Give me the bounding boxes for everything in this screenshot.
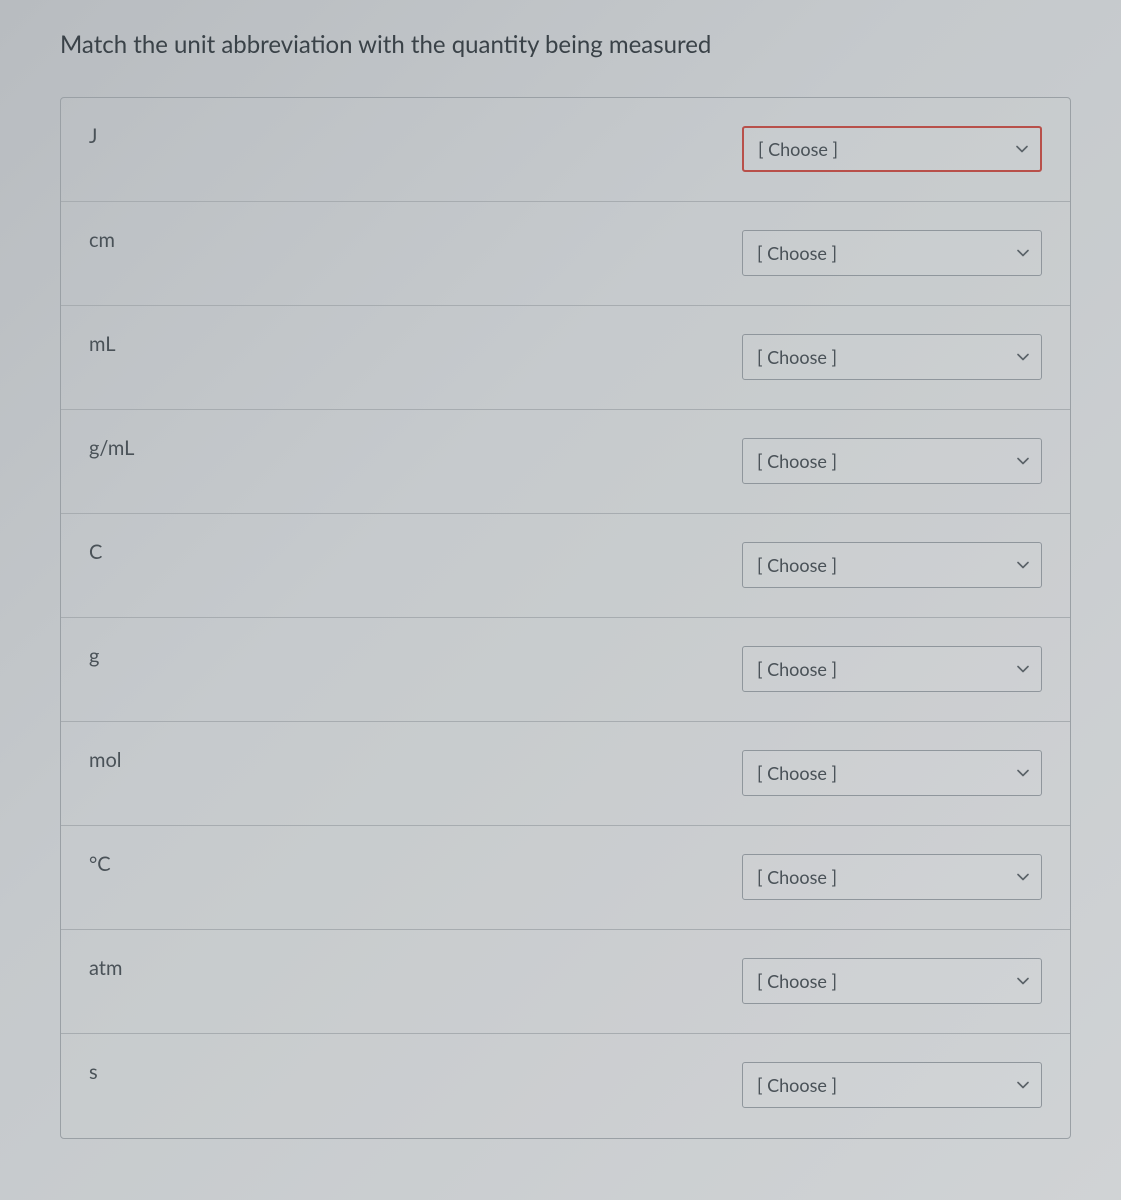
answer-select-wrap: [ Choose ] bbox=[742, 542, 1042, 588]
select-placeholder: [ Choose ] bbox=[757, 970, 837, 992]
answer-select[interactable]: [ Choose ] bbox=[742, 1062, 1042, 1108]
chevron-down-icon bbox=[1016, 145, 1028, 153]
answer-select-wrap: [ Choose ] bbox=[742, 230, 1042, 276]
select-placeholder: [ Choose ] bbox=[757, 866, 837, 888]
unit-label: atm bbox=[89, 952, 742, 980]
answer-select[interactable]: [ Choose ] bbox=[742, 542, 1042, 588]
chevron-down-icon bbox=[1017, 977, 1029, 985]
answer-select[interactable]: [ Choose ] bbox=[742, 334, 1042, 380]
unit-label: mL bbox=[89, 328, 742, 356]
chevron-down-icon bbox=[1017, 457, 1029, 465]
unit-label: mol bbox=[89, 744, 742, 772]
chevron-down-icon bbox=[1017, 769, 1029, 777]
chevron-down-icon bbox=[1017, 561, 1029, 569]
answer-select-wrap: [ Choose ] bbox=[742, 750, 1042, 796]
answer-select[interactable]: [ Choose ] bbox=[742, 750, 1042, 796]
select-placeholder: [ Choose ] bbox=[757, 762, 837, 784]
answer-select-wrap: [ Choose ] bbox=[742, 1062, 1042, 1108]
select-placeholder: [ Choose ] bbox=[757, 450, 837, 472]
match-row: °C [ Choose ] bbox=[61, 826, 1070, 930]
match-row: cm [ Choose ] bbox=[61, 202, 1070, 306]
match-row: mL [ Choose ] bbox=[61, 306, 1070, 410]
chevron-down-icon bbox=[1017, 873, 1029, 881]
answer-select-wrap: [ Choose ] bbox=[742, 958, 1042, 1004]
unit-label: J bbox=[89, 120, 742, 148]
answer-select-wrap: [ Choose ] bbox=[742, 646, 1042, 692]
match-row: g [ Choose ] bbox=[61, 618, 1070, 722]
match-row: g/mL [ Choose ] bbox=[61, 410, 1070, 514]
chevron-down-icon bbox=[1017, 665, 1029, 673]
unit-label: C bbox=[89, 536, 742, 564]
unit-label: cm bbox=[89, 224, 742, 252]
select-placeholder: [ Choose ] bbox=[758, 138, 838, 160]
select-placeholder: [ Choose ] bbox=[757, 554, 837, 576]
select-placeholder: [ Choose ] bbox=[757, 346, 837, 368]
select-placeholder: [ Choose ] bbox=[757, 1074, 837, 1096]
unit-label: °C bbox=[89, 848, 742, 876]
answer-select[interactable]: [ Choose ] bbox=[742, 438, 1042, 484]
answer-select[interactable]: [ Choose ] bbox=[742, 958, 1042, 1004]
answer-select[interactable]: [ Choose ] bbox=[742, 230, 1042, 276]
answer-select[interactable]: [ Choose ] bbox=[742, 126, 1042, 172]
answer-select[interactable]: [ Choose ] bbox=[742, 854, 1042, 900]
answer-select-wrap: [ Choose ] bbox=[742, 334, 1042, 380]
unit-label: g bbox=[89, 640, 742, 668]
match-row: mol [ Choose ] bbox=[61, 722, 1070, 826]
match-row: C [ Choose ] bbox=[61, 514, 1070, 618]
question-prompt: Match the unit abbreviation with the qua… bbox=[60, 20, 1071, 77]
chevron-down-icon bbox=[1017, 353, 1029, 361]
match-row: J [ Choose ] bbox=[61, 98, 1070, 202]
answer-select-wrap: [ Choose ] bbox=[742, 126, 1042, 172]
answer-select[interactable]: [ Choose ] bbox=[742, 646, 1042, 692]
match-row: s [ Choose ] bbox=[61, 1034, 1070, 1138]
answer-select-wrap: [ Choose ] bbox=[742, 438, 1042, 484]
answer-select-wrap: [ Choose ] bbox=[742, 854, 1042, 900]
chevron-down-icon bbox=[1017, 1081, 1029, 1089]
select-placeholder: [ Choose ] bbox=[757, 658, 837, 680]
unit-label: s bbox=[89, 1056, 742, 1084]
matching-question-box: J [ Choose ] cm [ Choose ] mL [ Choose ] g/mL [… bbox=[60, 97, 1071, 1139]
chevron-down-icon bbox=[1017, 249, 1029, 257]
select-placeholder: [ Choose ] bbox=[757, 242, 837, 264]
match-row: atm [ Choose ] bbox=[61, 930, 1070, 1034]
unit-label: g/mL bbox=[89, 432, 742, 460]
